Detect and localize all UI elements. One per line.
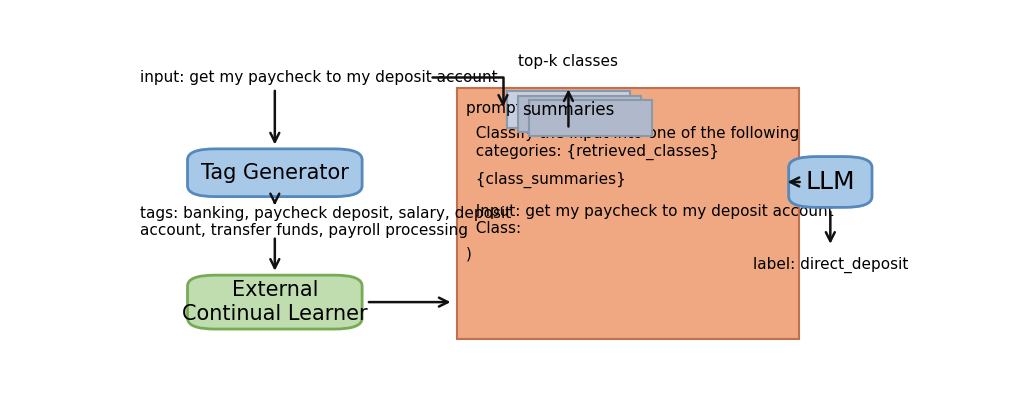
Text: tags: banking, paycheck deposit, salary, deposit
account, transfer funds, payrol: tags: banking, paycheck deposit, salary,… xyxy=(140,206,511,238)
FancyBboxPatch shape xyxy=(507,92,630,128)
Text: Tag Generator: Tag Generator xyxy=(201,163,349,183)
Text: input: get my paycheck to my deposit account: input: get my paycheck to my deposit acc… xyxy=(140,70,498,85)
Text: categories: {retrieved_classes}: categories: {retrieved_classes} xyxy=(466,144,719,160)
Text: summaries: summaries xyxy=(522,101,614,119)
FancyBboxPatch shape xyxy=(518,96,641,132)
FancyBboxPatch shape xyxy=(187,149,362,197)
Text: label: direct_deposit: label: direct_deposit xyxy=(753,257,908,273)
Text: ): ) xyxy=(466,246,472,261)
Text: {class_summaries}: {class_summaries} xyxy=(466,172,626,188)
Text: top-k classes: top-k classes xyxy=(518,54,618,69)
Text: Class:: Class: xyxy=(466,221,521,236)
Text: Input: get my paycheck to my deposit account: Input: get my paycheck to my deposit acc… xyxy=(466,204,834,218)
Text: External
Continual Learner: External Continual Learner xyxy=(182,280,368,324)
Text: Classify the input into one of the following: Classify the input into one of the follo… xyxy=(466,126,799,141)
Text: LLM: LLM xyxy=(806,170,855,194)
Text: prompt = (: prompt = ( xyxy=(466,101,550,116)
FancyBboxPatch shape xyxy=(529,100,652,136)
FancyBboxPatch shape xyxy=(788,156,872,207)
FancyBboxPatch shape xyxy=(458,88,799,339)
FancyBboxPatch shape xyxy=(187,275,362,329)
